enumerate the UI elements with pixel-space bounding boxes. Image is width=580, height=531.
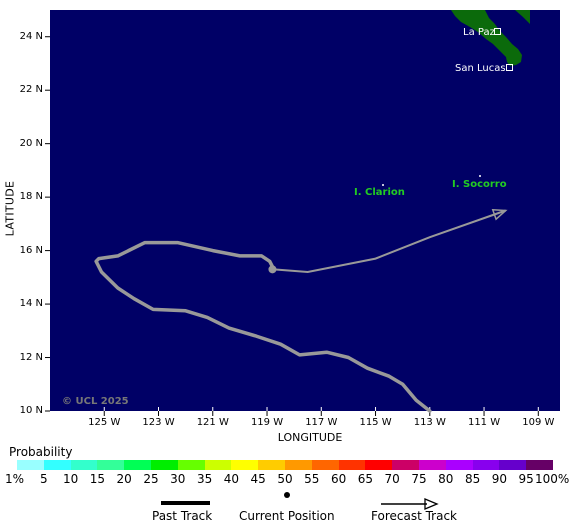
ocean-background bbox=[50, 10, 560, 411]
copyright-watermark: © UCL 2025 bbox=[62, 396, 129, 407]
probability-scale-labels: 1% 5 10 15 20 25 30 35 40 45 50 55 60 65 70 75 80 85 90 95 1… bbox=[0, 472, 580, 486]
probability-bin-label: 55 bbox=[304, 472, 320, 486]
probability-swatch bbox=[418, 460, 446, 470]
lat-tick-label: 14 N bbox=[19, 298, 43, 310]
current-position-marker bbox=[268, 265, 277, 274]
lat-tick-label: 20 N bbox=[19, 137, 43, 149]
probability-swatch bbox=[499, 460, 527, 470]
probability-swatch bbox=[17, 460, 44, 470]
la-paz-marker bbox=[494, 28, 501, 35]
probability-bin-label: 65 bbox=[357, 472, 374, 486]
probability-bin-label: 70 bbox=[384, 472, 400, 486]
probability-bin-label: 95 bbox=[518, 472, 534, 486]
lat-tick-label: 12 N bbox=[19, 351, 43, 363]
lon-tick-label: 115 W bbox=[359, 417, 392, 428]
forecast-arrowhead bbox=[491, 208, 508, 221]
baja-california bbox=[451, 10, 522, 66]
probability-bin-label: 45 bbox=[250, 472, 266, 486]
probability-swatch bbox=[177, 460, 205, 470]
lat-tick-label: 22 N bbox=[19, 84, 43, 96]
probability-swatch bbox=[311, 460, 339, 470]
lon-tick-label: 117 W bbox=[305, 417, 338, 428]
probability-swatch bbox=[445, 460, 473, 470]
socorro-islet bbox=[479, 175, 481, 177]
probability-bin-label: 50 bbox=[277, 472, 293, 486]
probability-bin-label: 20 bbox=[116, 472, 132, 486]
probability-bin-label: 5 bbox=[39, 472, 48, 486]
probability-bin-label: 30 bbox=[170, 472, 186, 486]
lon-tick-label: 113 W bbox=[413, 417, 446, 428]
socorro-label: I. Socorro bbox=[452, 179, 507, 190]
land-mass bbox=[382, 10, 530, 186]
probability-swatch bbox=[472, 460, 500, 470]
probability-swatch bbox=[365, 460, 393, 470]
lon-tick-label: 121 W bbox=[196, 417, 229, 428]
forecast-track-line bbox=[272, 209, 507, 274]
probability-bin-label: 15 bbox=[89, 472, 106, 486]
probability-color-scale bbox=[17, 460, 553, 470]
lat-tick-label: 24 N bbox=[19, 30, 43, 42]
lon-tick-label: 111 W bbox=[467, 417, 501, 428]
clarion-islet bbox=[382, 184, 384, 186]
forecast-track-key-arrowhead bbox=[424, 498, 439, 510]
probability-bin-label: 1% bbox=[5, 472, 25, 486]
san-lucas-marker bbox=[506, 64, 513, 71]
probability-swatch bbox=[204, 460, 232, 470]
past-track-key-label: Past Track bbox=[152, 509, 213, 523]
probability-swatch bbox=[97, 460, 125, 470]
mainland-mexico bbox=[515, 10, 530, 24]
probability-swatch bbox=[150, 460, 178, 470]
san-lucas-label: San Lucas bbox=[455, 63, 506, 74]
probability-bin-label: 25 bbox=[143, 472, 159, 486]
probability-bin-label: 80 bbox=[438, 472, 454, 486]
lon-tick-label: 109 W bbox=[522, 417, 555, 428]
probability-swatch bbox=[284, 460, 312, 470]
probability-swatch bbox=[43, 460, 71, 470]
city-markers: La Paz San Lucas I. Clarion I. Socorro bbox=[354, 27, 513, 198]
y-axis-title: LATITUDE bbox=[3, 180, 17, 237]
clarion-label: I. Clarion bbox=[354, 187, 405, 198]
probability-swatch bbox=[124, 460, 151, 470]
probability-bin-label: 90 bbox=[491, 472, 508, 486]
probability-bin-label: 100% bbox=[535, 472, 570, 486]
probability-bin-label: 85 bbox=[464, 472, 481, 486]
probability-swatch bbox=[258, 460, 285, 470]
probability-swatch bbox=[231, 460, 259, 470]
probability-bin-label: 60 bbox=[330, 472, 347, 486]
probability-swatch bbox=[526, 460, 553, 470]
probability-bin-label: 40 bbox=[223, 472, 240, 486]
current-position-key-label: Current Position bbox=[239, 509, 335, 523]
la-paz-label: La Paz bbox=[463, 27, 495, 38]
lat-tick-label: 10 N bbox=[19, 405, 43, 416]
probability-swatch bbox=[392, 460, 419, 470]
forecast-track-key-label: Forecast Track bbox=[371, 509, 457, 523]
lon-tick-label: 119 W bbox=[250, 417, 284, 428]
probability-bin-label: 75 bbox=[411, 472, 427, 486]
lon-tick-label: 125 W bbox=[88, 417, 121, 428]
probability-swatch bbox=[70, 460, 98, 470]
x-axis-title: LONGITUDE bbox=[277, 431, 343, 444]
tick-marks bbox=[45, 36, 539, 416]
past-track-line bbox=[94, 240, 432, 413]
current-position-key-dot bbox=[284, 492, 290, 498]
probability-bin-label: 10 bbox=[62, 472, 79, 486]
lon-tick-label: 123 W bbox=[142, 417, 175, 428]
lat-tick-label: 16 N bbox=[19, 244, 43, 256]
probability-bin-label: 35 bbox=[196, 472, 213, 486]
probability-legend-title: Probability bbox=[9, 445, 73, 459]
probability-swatch bbox=[338, 460, 366, 470]
lat-tick-label: 18 N bbox=[19, 191, 43, 203]
